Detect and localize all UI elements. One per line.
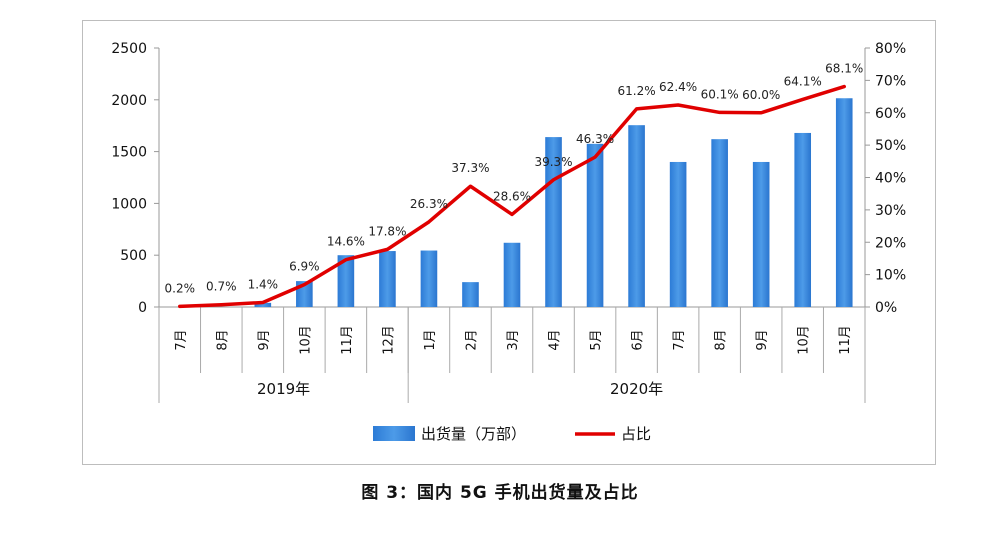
data-label: 64.1% (784, 74, 822, 88)
data-label: 6.9% (289, 260, 320, 274)
x-tick-label: 10月 (797, 325, 812, 355)
data-label: 26.3% (410, 197, 448, 211)
legend-line-label: 占比 (621, 425, 651, 443)
data-label: 17.8% (368, 224, 406, 238)
x-tick-label: 7月 (174, 329, 189, 350)
data-label: 0.7% (206, 280, 237, 294)
left-y-tick-label: 2500 (111, 41, 147, 57)
left-y-tick-label: 0 (138, 300, 147, 316)
data-label: 39.3% (534, 155, 572, 169)
right-y-tick-label: 0% (875, 300, 897, 316)
x-tick-label: 4月 (548, 329, 563, 350)
right-y-tick-label: 10% (875, 268, 906, 284)
bar (794, 132, 812, 307)
legend-bar-swatch (373, 426, 415, 441)
bar (254, 302, 272, 307)
left-y-tick-label: 1000 (111, 196, 147, 212)
right-y-tick-label: 60% (875, 106, 906, 122)
right-y-tick-label: 70% (875, 73, 906, 89)
bar (337, 255, 355, 307)
x-tick-label: 1月 (423, 329, 438, 350)
right-y-tick-label: 50% (875, 138, 906, 154)
share-line (178, 84, 846, 309)
x-tick-label: 9月 (257, 329, 272, 350)
right-y-tick-label: 40% (875, 171, 906, 187)
x-tick-label: 11月 (340, 325, 355, 355)
right-y-tick-label: 20% (875, 235, 906, 251)
data-label: 37.3% (451, 161, 489, 175)
x-tick-label: 11月 (838, 325, 853, 355)
data-label: 68.1% (825, 62, 863, 76)
bar (586, 143, 604, 307)
left-y-tick-label: 500 (120, 248, 147, 264)
bar (752, 161, 770, 307)
x-tick-label: 8月 (215, 329, 230, 350)
x-tick-label: 2月 (464, 329, 479, 350)
x-tick-label: 9月 (755, 329, 770, 350)
left-y-tick-label: 2000 (111, 93, 147, 109)
x-tick-label: 8月 (714, 329, 729, 350)
data-label: 28.6% (493, 189, 531, 203)
data-label: 60.0% (742, 88, 780, 102)
data-label: 1.4% (248, 277, 279, 291)
bar (420, 250, 438, 307)
x-tick-label: 6月 (631, 329, 646, 350)
year-group-label: 2019年 (257, 380, 310, 398)
data-label: 14.6% (327, 235, 365, 249)
x-tick-label: 12月 (381, 325, 396, 355)
x-tick-label: 3月 (506, 329, 521, 350)
bar (379, 251, 396, 307)
bar (503, 242, 521, 307)
left-y-tick-label: 1500 (111, 145, 147, 161)
data-label: 61.2% (618, 84, 656, 98)
figure-caption: 图 3：国内 5G 手机出货量及占比 (361, 483, 639, 503)
bar (462, 282, 479, 307)
bar (835, 98, 853, 307)
data-label: 0.2% (165, 281, 196, 295)
x-tick-label: 10月 (298, 325, 313, 355)
right-y-tick-label: 80% (875, 41, 906, 57)
legend-bar-label: 出货量（万部） (421, 425, 526, 443)
chart: 0 500 1000 1500 2000 2500 0% 10% 20% 30% 40% 50% 60%… (111, 41, 906, 443)
bar (669, 161, 687, 307)
right-y-tick-label: 30% (875, 203, 906, 219)
bar (711, 139, 728, 307)
data-label: 62.4% (659, 80, 697, 94)
data-label: 60.1% (701, 87, 739, 101)
x-tick-label: 7月 (672, 329, 687, 350)
year-group-label: 2020年 (610, 380, 663, 398)
x-tick-label: 5月 (589, 329, 604, 350)
bar (545, 137, 562, 307)
data-label: 46.3% (576, 132, 614, 146)
bar (628, 125, 645, 307)
chart-frame: 0 500 1000 1500 2000 2500 0% 10% 20% 30% 40% 50% 60%… (82, 20, 936, 465)
